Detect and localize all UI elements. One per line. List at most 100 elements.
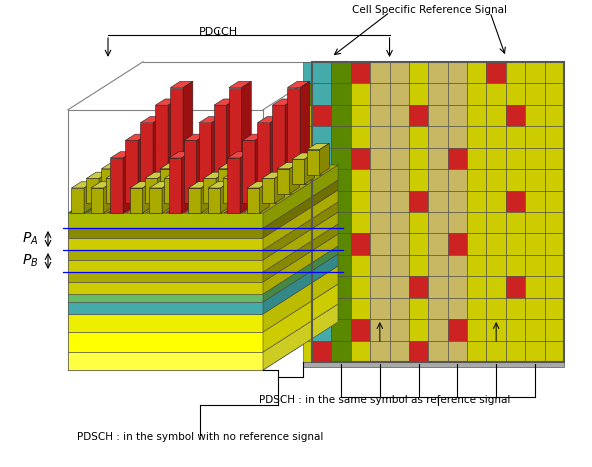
Bar [545, 276, 564, 298]
Polygon shape [162, 182, 172, 213]
Bar [525, 191, 545, 212]
Bar [332, 298, 351, 319]
Polygon shape [204, 172, 226, 178]
Bar [448, 84, 467, 105]
Polygon shape [229, 88, 242, 175]
Polygon shape [245, 165, 279, 175]
Polygon shape [165, 178, 177, 204]
Bar [351, 84, 370, 105]
Polygon shape [242, 134, 265, 141]
Polygon shape [300, 81, 310, 175]
Polygon shape [130, 188, 143, 213]
Polygon shape [160, 163, 182, 169]
Bar [303, 84, 312, 105]
Bar [332, 126, 351, 148]
Bar [448, 169, 467, 191]
Bar [506, 255, 525, 276]
Bar [525, 298, 545, 319]
Polygon shape [242, 141, 255, 204]
Bar [390, 319, 409, 340]
Bar [312, 212, 332, 234]
Polygon shape [292, 159, 305, 184]
Polygon shape [163, 143, 173, 175]
Polygon shape [114, 163, 124, 194]
Bar [487, 234, 506, 255]
Polygon shape [268, 149, 281, 175]
Polygon shape [210, 149, 222, 175]
Polygon shape [307, 149, 320, 175]
Polygon shape [166, 204, 200, 213]
Bar [332, 191, 351, 212]
Bar [68, 228, 263, 238]
Polygon shape [223, 172, 245, 178]
Bar [506, 234, 525, 255]
Polygon shape [72, 182, 94, 188]
Polygon shape [126, 141, 138, 204]
Bar [332, 148, 351, 169]
Polygon shape [179, 163, 202, 169]
Bar [409, 212, 428, 234]
Polygon shape [208, 182, 230, 188]
Polygon shape [263, 165, 338, 228]
Bar [312, 191, 332, 212]
Bar [68, 213, 263, 228]
Bar [312, 105, 332, 126]
Polygon shape [229, 81, 252, 88]
Polygon shape [239, 194, 274, 204]
Polygon shape [242, 81, 252, 175]
Polygon shape [121, 163, 143, 169]
Polygon shape [207, 153, 217, 184]
Bar [487, 298, 506, 319]
Bar [506, 298, 525, 319]
Bar [525, 105, 545, 126]
Polygon shape [270, 117, 280, 194]
Bar [428, 148, 448, 169]
Bar [428, 276, 448, 298]
Bar [303, 340, 312, 362]
Bar [303, 298, 312, 319]
Polygon shape [107, 204, 141, 213]
Bar [68, 282, 263, 294]
Polygon shape [113, 175, 147, 184]
Polygon shape [255, 134, 265, 204]
Bar [370, 298, 390, 319]
Bar [545, 62, 564, 84]
Polygon shape [234, 184, 269, 194]
Bar [312, 84, 332, 105]
Polygon shape [284, 165, 318, 175]
Bar [312, 234, 332, 255]
Polygon shape [141, 194, 176, 204]
Polygon shape [188, 153, 197, 184]
Bar [506, 276, 525, 298]
Bar [448, 62, 467, 84]
Polygon shape [111, 158, 123, 213]
Bar [332, 212, 351, 234]
Polygon shape [170, 88, 183, 175]
Polygon shape [253, 153, 275, 159]
Polygon shape [118, 172, 128, 204]
Bar [545, 212, 564, 234]
Polygon shape [181, 194, 215, 204]
Polygon shape [263, 224, 338, 282]
Polygon shape [149, 188, 162, 213]
Polygon shape [199, 123, 211, 194]
Polygon shape [263, 202, 338, 260]
Bar [370, 340, 390, 362]
Polygon shape [167, 165, 201, 175]
Polygon shape [195, 184, 230, 194]
Polygon shape [151, 143, 173, 149]
Polygon shape [165, 172, 187, 178]
Bar [370, 276, 390, 298]
Bar [467, 191, 487, 212]
Bar [428, 255, 448, 276]
Polygon shape [277, 163, 300, 169]
Bar [545, 105, 564, 126]
Bar [312, 340, 332, 362]
Bar [428, 126, 448, 148]
Bar [487, 255, 506, 276]
Bar [487, 148, 506, 169]
Polygon shape [186, 165, 221, 175]
Polygon shape [137, 184, 172, 194]
Polygon shape [272, 105, 285, 184]
Bar [487, 62, 506, 84]
